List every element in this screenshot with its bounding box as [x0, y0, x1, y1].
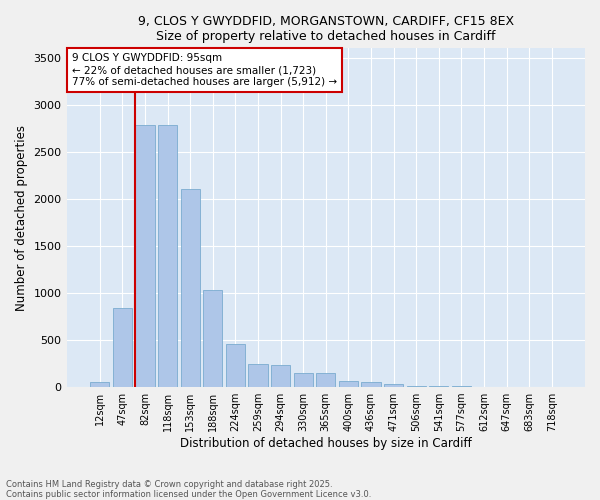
Bar: [271, 364, 290, 387]
Bar: [361, 382, 380, 387]
Bar: [226, 344, 245, 387]
Bar: [203, 290, 223, 387]
X-axis label: Distribution of detached houses by size in Cardiff: Distribution of detached houses by size …: [180, 437, 472, 450]
Bar: [407, 386, 426, 387]
Bar: [136, 126, 155, 387]
Title: 9, CLOS Y GWYDDFID, MORGANSTOWN, CARDIFF, CF15 8EX
Size of property relative to : 9, CLOS Y GWYDDFID, MORGANSTOWN, CARDIFF…: [138, 15, 514, 43]
Bar: [113, 308, 132, 387]
Bar: [429, 386, 448, 387]
Text: Contains HM Land Registry data © Crown copyright and database right 2025.
Contai: Contains HM Land Registry data © Crown c…: [6, 480, 371, 499]
Bar: [90, 382, 109, 387]
Bar: [158, 126, 177, 387]
Bar: [339, 381, 358, 387]
Bar: [181, 190, 200, 387]
Bar: [316, 373, 335, 387]
Y-axis label: Number of detached properties: Number of detached properties: [15, 124, 28, 310]
Text: 9 CLOS Y GWYDDFID: 95sqm
← 22% of detached houses are smaller (1,723)
77% of sem: 9 CLOS Y GWYDDFID: 95sqm ← 22% of detach…: [72, 54, 337, 86]
Bar: [452, 386, 471, 387]
Bar: [384, 384, 403, 387]
Bar: [248, 364, 268, 387]
Bar: [293, 373, 313, 387]
